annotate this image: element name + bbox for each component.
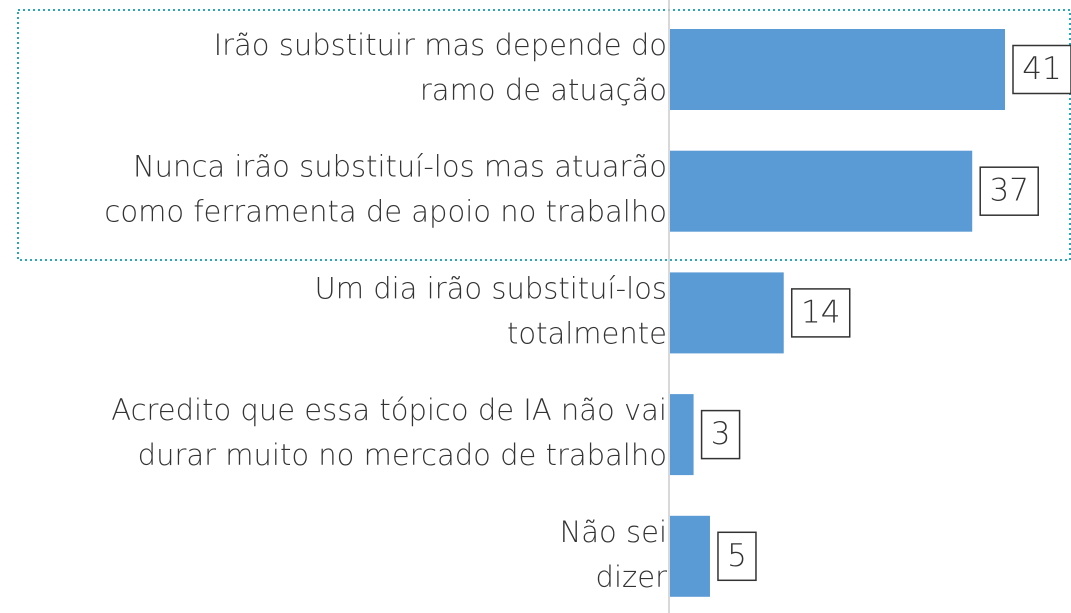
bar [670, 515, 710, 597]
category-label: Não sei [560, 515, 667, 549]
value-label-box [979, 166, 1039, 216]
category-label: como ferramenta de apoio no trabalho [104, 195, 667, 229]
category-label: Irão substituir mas depende do [214, 28, 667, 62]
bar [670, 29, 1005, 110]
highlight-box [17, 9, 1071, 261]
value-label: 3 [711, 416, 731, 452]
category-label: Acredito que essa tópico de IA não vai [111, 393, 667, 427]
value-label-box [700, 409, 741, 460]
value-label-box [790, 288, 851, 338]
value-label-box [717, 531, 757, 582]
bar [670, 394, 694, 476]
value-label: 14 [801, 294, 840, 330]
category-label: Um dia irão substituí-los [315, 271, 667, 305]
category-label: Nunca irão substituí-los mas atuarão [133, 150, 667, 184]
value-label: 5 [727, 538, 747, 574]
value-label: 41 [1022, 51, 1061, 87]
bar [670, 272, 784, 354]
value-label: 37 [989, 173, 1028, 209]
category-label: ramo de atuação [420, 73, 667, 107]
bar [670, 150, 973, 232]
category-label: dizer [596, 560, 668, 594]
value-label-box [1012, 44, 1071, 95]
category-label: totalmente [507, 316, 667, 350]
category-label: durar muito no mercado de trabalho [138, 438, 667, 472]
